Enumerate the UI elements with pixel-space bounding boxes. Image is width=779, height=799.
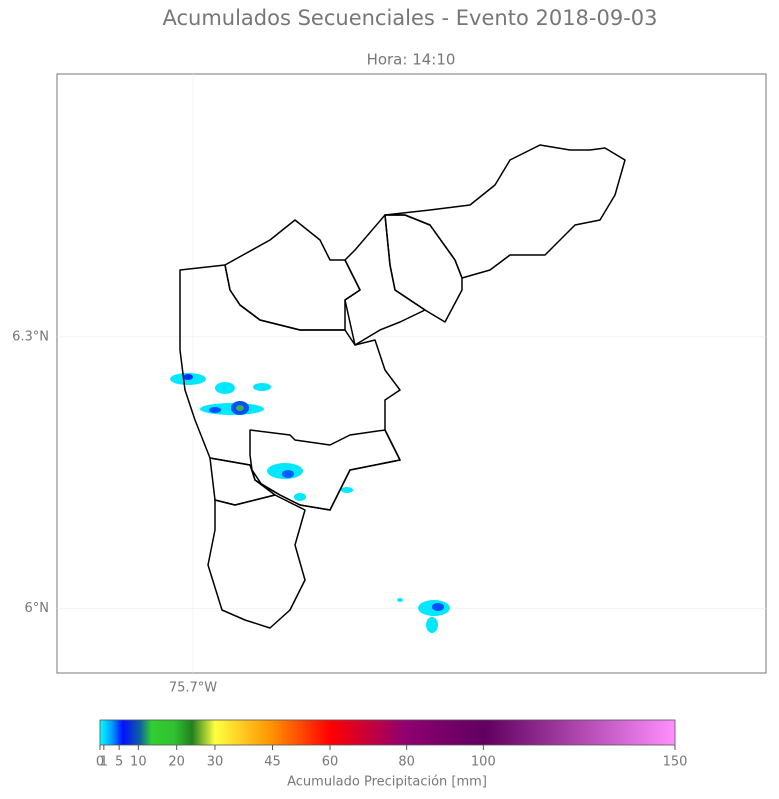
- boundaries: [179, 144, 626, 629]
- colorbar: [99, 719, 676, 746]
- y-tick-label: 6°N: [25, 601, 50, 616]
- colorbar-tick-label: 0: [96, 755, 104, 770]
- colorbar-tick-label: 20: [168, 755, 185, 770]
- map-frame: [56, 73, 767, 674]
- colorbar-tick-label: 150: [663, 755, 688, 770]
- title: Acumulados Secuenciales - Evento 2018-09…: [162, 6, 657, 30]
- colorbar-tick-label: 5: [115, 755, 123, 770]
- rain: [170, 373, 450, 633]
- colorbar-tick-label: 45: [264, 755, 281, 770]
- colorbar-tick-label: 100: [471, 755, 496, 770]
- x-tick-label: 75.7°W: [169, 681, 217, 696]
- colorbar-tick-label: 80: [398, 755, 415, 770]
- colorbar-tick-label: 30: [207, 755, 224, 770]
- colorbar-tick-label: 60: [322, 755, 339, 770]
- y-tick-label: 6.3°N: [12, 329, 49, 344]
- colorbar-label: Acumulado Precipitación [mm]: [287, 775, 487, 790]
- subtitle: Hora: 14:10: [367, 51, 456, 69]
- colorbar-tick-label: 10: [130, 755, 147, 770]
- colorbar-tick-label: 1: [100, 755, 108, 770]
- axes: 6°N 6.3°N 75.7°W: [12, 329, 217, 695]
